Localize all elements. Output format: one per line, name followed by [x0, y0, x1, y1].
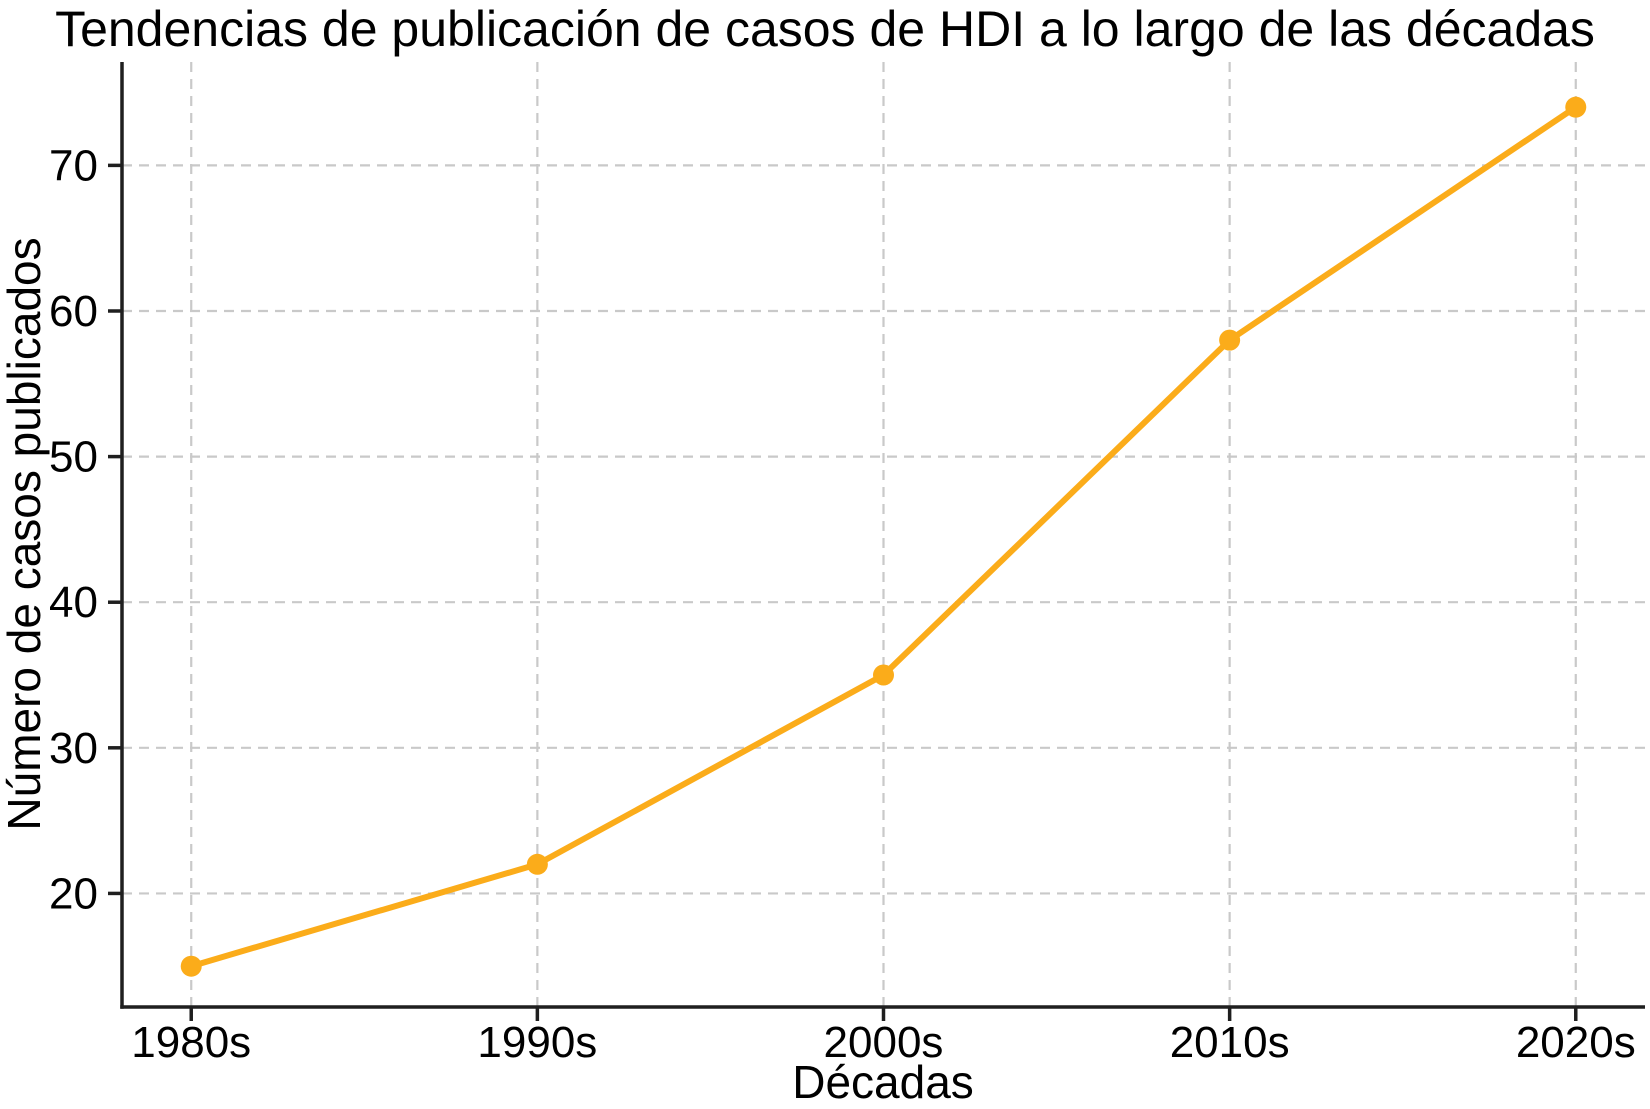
x-axis-label: Décadas	[792, 1056, 974, 1108]
x-tick-labels: 1980s 1990s 2000s 2010s 2020s	[131, 1018, 1635, 1067]
data-points	[180, 96, 1587, 977]
chart-title: Tendencias de publicación de casos de HD…	[55, 1, 1595, 57]
data-point-2000s	[873, 664, 894, 686]
data-point-2010s	[1219, 329, 1241, 351]
y-axis-label: Número de casos publicados	[0, 237, 50, 830]
x-tick-label: 2020s	[1516, 1018, 1636, 1067]
y-tick-label: 70	[49, 141, 98, 190]
y-tick-label: 60	[49, 287, 98, 336]
data-point-1990s	[526, 853, 548, 875]
y-tick-label: 50	[49, 433, 98, 482]
gridlines	[122, 62, 1645, 1007]
y-tick-label: 40	[49, 578, 98, 627]
data-point-2020s	[1565, 96, 1587, 118]
x-tick-label: 2000s	[824, 1018, 944, 1067]
x-tick-label: 1990s	[477, 1018, 597, 1067]
y-tick-label: 20	[49, 869, 98, 918]
x-tick-label: 1980s	[131, 1018, 251, 1067]
y-tick-labels: 20 30 40 50 60 70	[49, 141, 98, 918]
x-tick-label: 2010s	[1170, 1018, 1290, 1067]
data-point-1980s	[180, 955, 202, 977]
y-tick-label: 30	[49, 724, 98, 773]
axis-ticks	[108, 163, 1578, 1021]
